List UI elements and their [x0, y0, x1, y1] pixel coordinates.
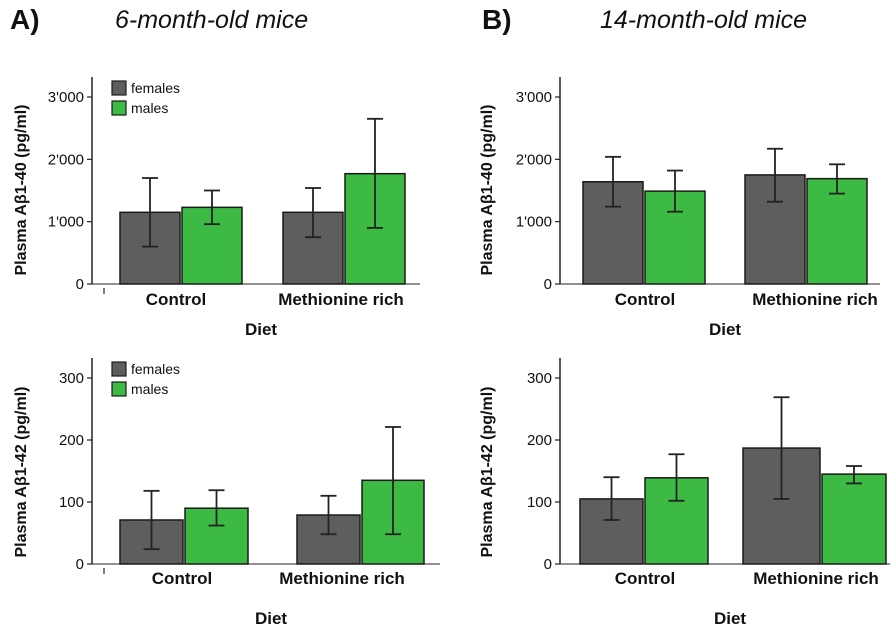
y-tick-label: 0: [544, 276, 552, 293]
legend-swatch-females: [111, 361, 127, 377]
y-tick-label: 200: [527, 432, 552, 449]
y-axis-label: Plasma Aβ1-42 (pg/ml): [479, 387, 496, 558]
chart-1: 0 1'000 2'000 3'000 Plasma Aβ1-40 (pg/ml) Con…: [13, 77, 420, 339]
category-label: Control: [615, 290, 675, 309]
category-label: Methionine rich: [279, 569, 405, 588]
legend-label-males: males: [131, 381, 168, 397]
category-label: Methionine rich: [278, 290, 404, 309]
bar-males: [821, 473, 887, 565]
y-tick-label: 3'000: [48, 89, 84, 106]
y-tick-label: 300: [59, 370, 84, 387]
y-tick-label: 200: [59, 432, 84, 449]
panel-a-title: 6-month-old mice: [115, 6, 309, 34]
bar-males: [806, 177, 868, 285]
legend-label-females: females: [131, 361, 180, 377]
category-label: Control: [146, 290, 206, 309]
category-label: Methionine rich: [753, 569, 879, 588]
y-tick-label: 100: [527, 494, 552, 511]
y-tick-label: 0: [76, 556, 84, 573]
y-tick-label: 3'000: [516, 89, 552, 106]
legend-swatch-females: [111, 80, 127, 96]
category-label: Control: [152, 569, 212, 588]
y-tick-label: 300: [527, 370, 552, 387]
y-axis-label: Plasma Aβ1-42 (pg/ml): [13, 387, 30, 558]
x-axis-label: Diet: [245, 320, 277, 339]
y-axis-label: Plasma Aβ1-40 (pg/ml): [479, 105, 496, 276]
chart-3: 0 100 200 300 Plasma Aβ1-42 (pg/ml) Control Me…: [13, 358, 440, 628]
y-axis-label: Plasma Aβ1-40 (pg/ml): [13, 105, 30, 276]
y-tick-label: 0: [76, 276, 84, 293]
x-axis-label: Diet: [255, 609, 287, 628]
legend-label-females: females: [131, 80, 180, 96]
y-tick-label: 1'000: [516, 214, 552, 231]
y-tick-label: 1'000: [48, 214, 84, 231]
category-label: Control: [615, 569, 675, 588]
legend-swatch-males: [111, 381, 127, 397]
x-axis-label: Diet: [714, 609, 746, 628]
y-tick-label: 2'000: [48, 151, 84, 168]
chart-2: 0 1'000 2'000 3'000 Plasma Aβ1-40 (pg/ml) Con…: [479, 77, 880, 339]
y-tick-label: 0: [544, 556, 552, 573]
x-axis-label: Diet: [709, 320, 741, 339]
y-tick-label: 100: [59, 494, 84, 511]
legend-swatch-males: [111, 100, 127, 116]
y-tick-label: 2'000: [516, 151, 552, 168]
panel-b-title: 14-month-old mice: [600, 6, 808, 34]
panel-a-letter: A): [10, 4, 40, 35]
legend-label-males: males: [131, 100, 168, 116]
chart-4: 0 100 200 300 Plasma Aβ1-42 (pg/ml) Control Me…: [479, 358, 890, 628]
panel-b-letter: B): [482, 4, 512, 35]
category-label: Methionine rich: [752, 290, 878, 309]
